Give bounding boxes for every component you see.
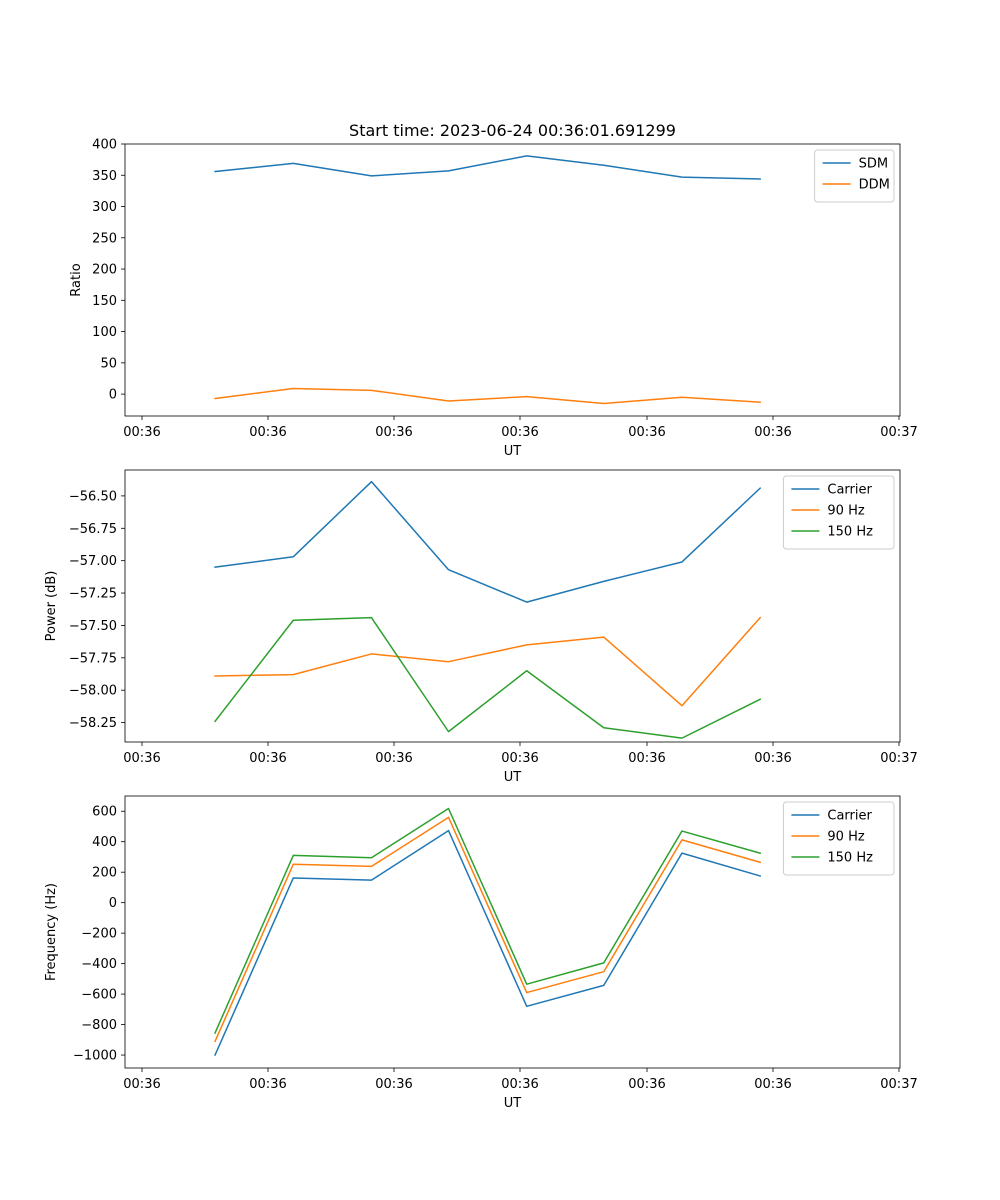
x-tick-label: 00:36: [123, 425, 160, 440]
y-tick-label: 0: [109, 896, 117, 911]
y-tick-label: −1000: [73, 1049, 117, 1064]
panel-1: 00:36 00:36 00:36 00:36 00:36 00:36 00:37 0 50 10…: [69, 138, 918, 460]
series-line-carrier: [214, 829, 762, 1057]
series-line-sdm: [214, 155, 761, 180]
legend-label: 90 Hz: [827, 830, 864, 845]
series-line-ddm: [214, 387, 761, 405]
y-tick-label: 250: [92, 231, 117, 246]
panel-2: 00:36 00:36 00:36 00:36 00:36 00:36 00:37 −58.2…: [44, 469, 918, 785]
legend-label: 150 Hz: [827, 525, 873, 540]
y-tick-label: 400: [92, 138, 117, 153]
y-tick-label: −57.75: [69, 651, 117, 666]
x-tick-label: 00:36: [123, 751, 160, 766]
y-tick-label: −57.25: [69, 587, 117, 602]
y-tick-label: 100: [92, 325, 117, 340]
y-tick-label: −58.00: [69, 684, 117, 699]
y-tick-label: −58.25: [69, 716, 117, 731]
y-tick-label: −57.50: [69, 619, 117, 634]
figure-title: Start time: 2023-06-24 00:36:01.691299: [349, 121, 676, 140]
y-tick-label: 600: [92, 805, 117, 820]
y-tick-label: −400: [81, 957, 117, 972]
y-axis-label: Ratio: [69, 263, 84, 296]
legend-label: Carrier: [827, 809, 872, 824]
legend-label: SDM: [859, 157, 888, 172]
series-line-150-hz: [214, 616, 762, 739]
legend-label: 90 Hz: [827, 504, 864, 519]
x-axis-label: UT: [504, 770, 522, 785]
x-axis-label: UT: [504, 1096, 522, 1111]
series-line-150-hz: [214, 807, 762, 1034]
y-tick-label: −56.75: [69, 522, 117, 537]
x-tick-label: 00:36: [501, 751, 538, 766]
y-tick-label: 300: [92, 200, 117, 215]
x-tick-label: 00:36: [375, 751, 412, 766]
series-line-90-hz: [214, 816, 762, 1043]
y-tick-label: −600: [81, 988, 117, 1003]
axes-frame: [124, 795, 901, 1069]
y-tick-label: −57.00: [69, 554, 117, 569]
x-tick-label: 00:36: [754, 1077, 791, 1092]
y-axis-label: Power (dB): [44, 571, 59, 642]
axes-frame: [124, 143, 901, 417]
x-tick-label: 00:36: [249, 751, 286, 766]
x-tick-label: 00:36: [123, 1077, 160, 1092]
x-tick-label: 00:37: [880, 1077, 917, 1092]
series-line-carrier: [214, 480, 762, 603]
y-tick-label: −200: [81, 927, 117, 942]
legend: Carrier 90 Hz 150 Hz: [782, 801, 895, 876]
x-tick-label: 00:36: [628, 1077, 665, 1092]
y-tick-label: 200: [92, 866, 117, 881]
x-tick-label: 00:36: [501, 1077, 538, 1092]
x-tick-label: 00:36: [249, 1077, 286, 1092]
legend: SDM DDM: [814, 149, 895, 203]
x-tick-label: 00:36: [375, 425, 412, 440]
y-tick-label: −56.50: [69, 489, 117, 504]
legend-label: 150 Hz: [827, 851, 873, 866]
panel-3: 00:36 00:36 00:36 00:36 00:36 00:36 00:37 −1000…: [44, 795, 918, 1111]
x-tick-label: 00:36: [628, 425, 665, 440]
y-tick-label: 50: [100, 356, 117, 371]
axes-frame: [124, 469, 901, 743]
panels: 00:36 00:36 00:36 00:36 00:36 00:36 00:37 0 50 10…: [44, 138, 918, 1112]
y-tick-label: 400: [92, 835, 117, 850]
x-tick-label: 00:36: [628, 751, 665, 766]
x-axis-label: UT: [504, 444, 522, 459]
x-tick-label: 00:36: [501, 425, 538, 440]
x-tick-label: 00:37: [880, 751, 917, 766]
legend: Carrier 90 Hz 150 Hz: [782, 475, 895, 550]
y-tick-label: 350: [92, 169, 117, 184]
y-tick-label: 150: [92, 294, 117, 309]
x-tick-label: 00:36: [754, 751, 791, 766]
x-tick-label: 00:36: [754, 425, 791, 440]
y-axis-label: Frequency (Hz): [44, 883, 59, 981]
legend-label: DDM: [859, 178, 890, 193]
series-line-90-hz: [214, 616, 762, 707]
legend-label: Carrier: [827, 483, 872, 498]
x-tick-label: 00:36: [249, 425, 286, 440]
y-tick-label: 200: [92, 263, 117, 278]
x-tick-label: 00:36: [375, 1077, 412, 1092]
x-tick-label: 00:37: [880, 425, 917, 440]
y-tick-label: 0: [109, 388, 117, 403]
y-tick-label: −800: [81, 1018, 117, 1033]
